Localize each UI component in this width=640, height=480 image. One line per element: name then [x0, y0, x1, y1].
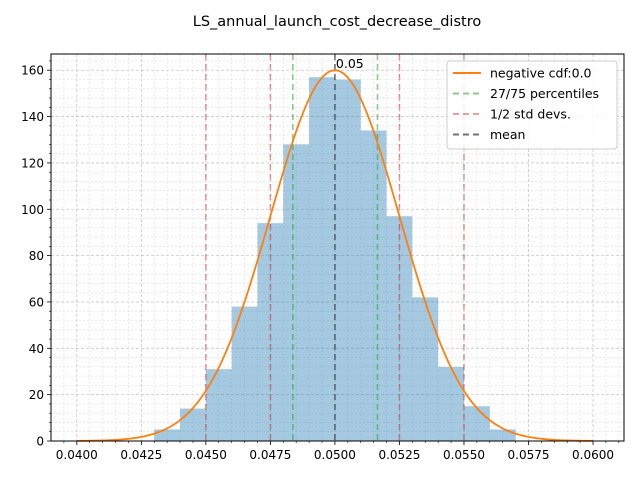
x-tick-label: 0.0450 — [185, 448, 227, 462]
reference-lines — [205, 54, 465, 441]
histogram-bar — [205, 369, 232, 441]
histogram-bar — [257, 223, 284, 441]
histogram-bar — [489, 429, 516, 441]
legend-box — [446, 60, 618, 150]
x-tick-label: 0.0600 — [572, 448, 614, 462]
x-tick-label: 0.0400 — [56, 448, 98, 462]
histogram-bar — [283, 144, 310, 441]
chart-title: LS_annual_launch_cost_decrease_distro — [193, 14, 482, 30]
y-tick-label: 100 — [21, 203, 44, 217]
axis-ticks: 0.0400 0.0425 0.0450 0.0475 0.0500 0.0525 0.05… — [21, 60, 620, 462]
legend-label: negative cdf:0.0 — [490, 66, 592, 81]
y-tick-label: 20 — [29, 388, 44, 402]
histogram-bar — [334, 79, 361, 441]
x-tick-label: 0.0500 — [314, 448, 356, 462]
histogram-bar — [438, 366, 464, 441]
x-tick-label: 0.0475 — [249, 448, 291, 462]
histogram-bar — [154, 429, 181, 441]
annotation-label: 0.05 — [336, 56, 364, 71]
histogram-bar — [386, 216, 413, 441]
y-tick-label: 60 — [29, 295, 44, 309]
x-tick-label: 0.0525 — [378, 448, 420, 462]
legend-label: 27/75 percentiles — [490, 86, 599, 101]
histogram-bar — [180, 408, 206, 441]
axes-frame — [50, 53, 625, 442]
histogram-bar — [309, 77, 335, 442]
legend: negative cdf:0.0 27/75 percentiles 1/2 std… — [446, 60, 618, 150]
y-tick-label: 120 — [21, 156, 44, 170]
x-tick-label: 0.0425 — [120, 448, 162, 462]
histogram-bars — [154, 77, 516, 442]
x-tick-label: 0.0550 — [443, 448, 485, 462]
x-tick-label: 0.0575 — [508, 448, 550, 462]
histogram-bar — [360, 130, 387, 441]
histogram-bar — [412, 297, 439, 441]
density-curve — [76, 69, 594, 442]
histogram-bar — [463, 406, 490, 441]
y-tick-label: 160 — [21, 64, 44, 78]
y-tick-label: 40 — [29, 342, 44, 356]
density-curve-line — [76, 69, 594, 442]
y-tick-label: 140 — [21, 110, 44, 124]
legend-label: mean — [490, 127, 525, 142]
y-tick-label: 0 — [36, 435, 44, 449]
legend-label: 1/2 std devs. — [490, 107, 571, 122]
y-tick-label: 80 — [29, 249, 44, 263]
annotations: 0.05 — [336, 56, 364, 71]
